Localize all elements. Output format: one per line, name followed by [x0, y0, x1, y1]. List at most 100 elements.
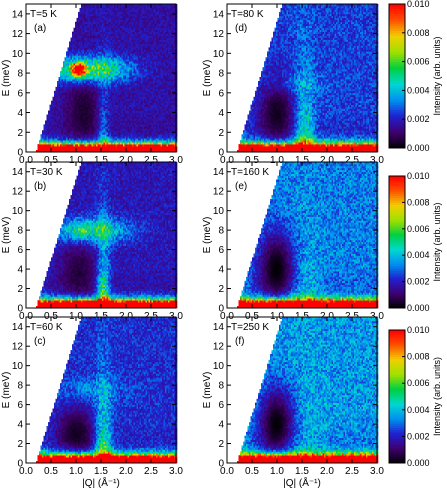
y-axis-label: E (meV) — [1, 372, 12, 409]
y-tick-label: 6 — [218, 245, 224, 256]
y-tick-label: 0 — [17, 459, 23, 470]
y-tick-label: 2 — [17, 439, 23, 450]
colorbar-tick-label: 0.000 — [407, 458, 430, 468]
y-tick-label: 0 — [17, 304, 23, 315]
colorbar-label: Intensity (arb. units) — [432, 202, 442, 281]
x-tick-label: 3.0 — [169, 466, 183, 477]
y-tick-label: 6 — [17, 245, 23, 256]
y-tick-label: 12 — [12, 29, 24, 40]
y-tick-label: 14 — [213, 322, 225, 333]
y-tick-label: 10 — [12, 361, 24, 372]
colorbar-0: 0.0000.0020.0040.0060.0080.010Intensity … — [389, 0, 442, 153]
y-tick-label: 2 — [17, 284, 23, 295]
y-axis-label: E (meV) — [202, 60, 213, 97]
colorbar-tick-label: 0.002 — [407, 277, 430, 287]
x-tick-label: 2.0 — [320, 466, 334, 477]
y-tick-label: 10 — [213, 206, 225, 217]
heatmap-cells — [237, 4, 378, 152]
colorbar-tick-label: 0.010 — [407, 171, 430, 181]
y-axis-label: E (meV) — [1, 60, 12, 97]
colorbar-tick-label: 0.000 — [407, 143, 430, 153]
y-axis-label: E (meV) — [202, 217, 213, 254]
temperature-label: T=5 K — [30, 9, 57, 20]
panel-letter: (f) — [235, 336, 244, 347]
y-tick-label: 12 — [213, 29, 225, 40]
x-tick-label: 2.0 — [119, 466, 133, 477]
y-tick-label: 14 — [12, 9, 24, 20]
colorbar-tick-label: 0.010 — [407, 325, 430, 335]
x-tick-label: 1.5 — [94, 466, 108, 477]
panel-letter: (c) — [34, 336, 46, 347]
y-tick-label: 4 — [17, 108, 23, 119]
y-tick-label: 12 — [12, 187, 24, 198]
y-tick-label: 8 — [218, 69, 224, 80]
colorbar-2: 0.0000.0020.0040.0060.0080.010Intensity … — [389, 325, 442, 468]
colorbar-tick-label: 0.004 — [407, 85, 430, 95]
y-tick-label: 14 — [12, 167, 24, 178]
y-tick-label: 4 — [17, 265, 23, 276]
y-tick-label: 12 — [12, 342, 24, 353]
y-tick-label: 8 — [17, 69, 23, 80]
panel-letter: (a) — [34, 23, 46, 34]
y-tick-label: 10 — [213, 49, 225, 60]
colorbar-tick-label: 0.006 — [407, 57, 430, 67]
colorbar-tick-label: 0.002 — [407, 114, 430, 124]
x-tick-label: 1.5 — [295, 466, 309, 477]
colorbar-tick-label: 0.008 — [407, 28, 430, 38]
y-tick-label: 6 — [218, 88, 224, 99]
y-tick-label: 6 — [17, 400, 23, 411]
y-tick-label: 2 — [17, 128, 23, 139]
y-tick-label: 14 — [213, 167, 225, 178]
y-axis-label: E (meV) — [202, 372, 213, 409]
temperature-label: T=80 K — [231, 9, 264, 20]
colorbar-1: 0.0000.0020.0040.0060.0080.010Intensity … — [389, 171, 442, 313]
temperature-label: T=250 K — [231, 322, 269, 333]
y-tick-label: 2 — [218, 284, 224, 295]
colorbar-tick-label: 0.004 — [407, 405, 430, 415]
panel-letter: (b) — [34, 181, 46, 192]
heatmap-cells — [36, 4, 177, 152]
colorbar-label: Intensity (arb. units) — [432, 36, 442, 115]
temperature-label: T=30 K — [30, 167, 63, 178]
colorbar-tick-label: 0.000 — [407, 303, 430, 313]
x-tick-label: 0.5 — [245, 466, 259, 477]
heatmap-cells — [237, 162, 378, 308]
colorbar-tick-label: 0.002 — [407, 431, 430, 441]
colorbar-tick-label: 0.008 — [407, 352, 430, 362]
x-tick-label: 1.0 — [69, 466, 83, 477]
colorbar-tick-label: 0.004 — [407, 250, 430, 260]
y-tick-label: 12 — [213, 342, 225, 353]
colorbar-label: Intensity (arb. units) — [432, 357, 442, 436]
y-tick-label: 2 — [218, 439, 224, 450]
y-tick-label: 8 — [218, 381, 224, 392]
heatmap-cells — [36, 317, 177, 463]
y-tick-label: 14 — [12, 322, 24, 333]
y-tick-label: 0 — [218, 148, 224, 159]
y-tick-label: 8 — [17, 226, 23, 237]
y-tick-label: 8 — [17, 381, 23, 392]
y-tick-label: 10 — [12, 49, 24, 60]
y-tick-label: 0 — [218, 304, 224, 315]
x-axis-label: |Q| (Å⁻¹) — [82, 476, 120, 489]
x-tick-label: 1.0 — [270, 466, 284, 477]
y-tick-label: 4 — [218, 108, 224, 119]
y-tick-label: 12 — [213, 187, 225, 198]
y-tick-label: 10 — [213, 361, 225, 372]
y-tick-label: 6 — [17, 88, 23, 99]
y-tick-label: 4 — [218, 265, 224, 276]
x-tick-label: 2.5 — [144, 466, 158, 477]
temperature-label: T=60 K — [30, 322, 63, 333]
y-axis-label: E (meV) — [1, 217, 12, 254]
heatmap-cells — [36, 162, 177, 308]
x-tick-label: 0.5 — [44, 466, 58, 477]
y-tick-label: 14 — [213, 9, 225, 20]
panel-letter: (e) — [235, 181, 247, 192]
colorbar-tick-label: 0.006 — [407, 224, 430, 234]
x-axis-label: |Q| (Å⁻¹) — [283, 476, 321, 489]
